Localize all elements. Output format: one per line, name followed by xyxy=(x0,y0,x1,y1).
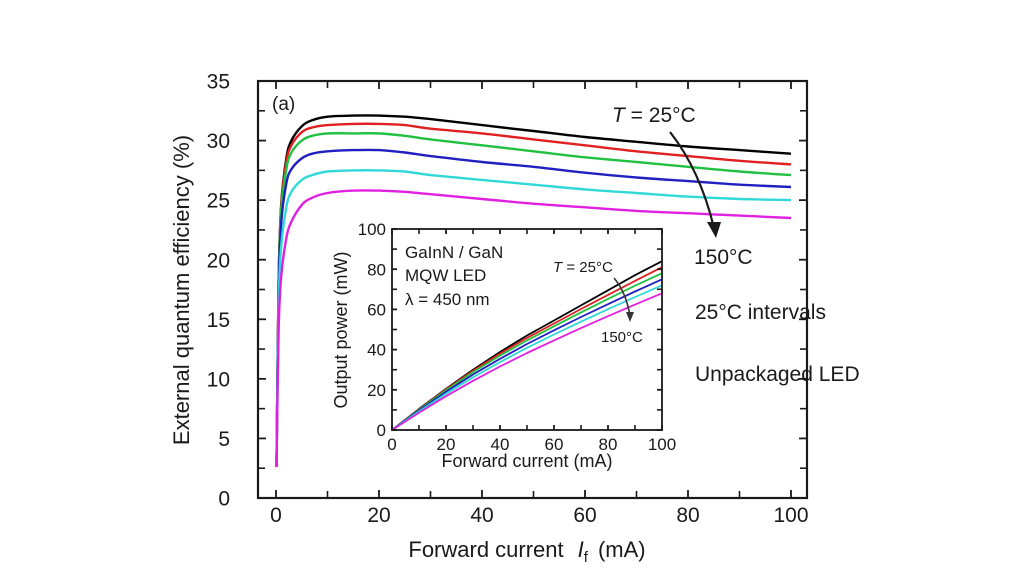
intervals-label: 25°C intervals xyxy=(695,301,826,324)
main-y-tick-label: 25 xyxy=(207,190,230,213)
inset-temp-arrowhead xyxy=(626,312,634,322)
inset-device-line-2: MQW LED xyxy=(405,266,486,285)
inset-series-line-125c xyxy=(391,284,663,431)
main-plot: 0 20 40 60 80 100 0 5 10 15 20 25 30 35 (a) External… xyxy=(169,71,860,566)
main-temp-arrowhead xyxy=(707,222,721,238)
inset-y-ticks: 0 20 40 60 80 100 xyxy=(358,220,662,440)
main-temp-arrow xyxy=(669,131,716,229)
temp-symbol: T xyxy=(612,104,627,127)
main-y-tick-label: 35 xyxy=(207,71,230,94)
inset-y-tick-label: 20 xyxy=(367,381,386,400)
inset-temp-start-value: = 25°C xyxy=(562,259,613,276)
main-y-tick-label: 5 xyxy=(218,428,230,451)
temp-start-value: = 25°C xyxy=(625,104,696,127)
inset-y-axis-label: Output power (mW) xyxy=(331,251,351,408)
main-y-tick-label: 30 xyxy=(207,130,230,153)
inset-x-axis-label: Forward current (mA) xyxy=(441,451,612,471)
main-temp-end-label: 150°C xyxy=(694,246,753,269)
main-x-tick-label: 40 xyxy=(470,504,493,527)
inset-y-tick-label: 100 xyxy=(358,220,386,239)
main-x-tick-label: 60 xyxy=(573,504,596,527)
inset-temp-symbol: T xyxy=(553,259,564,276)
inset-plot: 0 20 40 60 80 100 0 20 40 60 80 100 Output power (… xyxy=(331,220,676,471)
main-x-tick-label: 80 xyxy=(676,504,699,527)
inset-x-tick-label: 0 xyxy=(387,435,396,454)
main-x-axis-label: Forward current If (mA) xyxy=(408,537,645,566)
main-y-tick-label: 10 xyxy=(207,368,230,391)
main-y-tick-label: 0 xyxy=(218,488,230,511)
package-label: Unpackaged LED xyxy=(695,363,860,386)
inset-temp-start-label: T = 25°C xyxy=(553,259,613,276)
inset-device-line-3: λ = 450 nm xyxy=(405,290,490,309)
inset-y-tick-label: 80 xyxy=(367,260,386,279)
inset-temp-end-label: 150°C xyxy=(601,329,643,346)
inset-series-line-75c xyxy=(391,272,663,431)
main-series-line-150c xyxy=(275,189,792,468)
x-label-text: Forward current xyxy=(408,537,563,562)
inset-x-tick-label: 20 xyxy=(437,435,456,454)
inset-y-tick-label: 40 xyxy=(367,341,386,360)
main-series-line-100c xyxy=(275,148,792,468)
main-series-group xyxy=(275,114,792,468)
inset-x-tick-label: 40 xyxy=(491,435,510,454)
inset-x-tick-label: 80 xyxy=(599,435,618,454)
x-label-unit: (mA) xyxy=(598,537,646,562)
main-x-tick-label: 20 xyxy=(367,504,390,527)
inset-y-tick-label: 0 xyxy=(377,421,386,440)
main-x-tick-label: 0 xyxy=(270,504,282,527)
inset-y-tick-label: 60 xyxy=(367,301,386,320)
inset-x-tick-label: 60 xyxy=(545,435,564,454)
main-temp-start-label: T = 25°C xyxy=(612,104,696,127)
main-y-tick-label: 20 xyxy=(207,249,230,272)
x-label-subscript: f xyxy=(584,549,589,566)
main-y-tick-label: 15 xyxy=(207,309,230,332)
main-series-line-75c xyxy=(275,132,792,468)
inset-x-tick-label: 100 xyxy=(648,435,676,454)
main-x-ticks: 0 20 40 60 80 100 xyxy=(270,81,809,527)
main-y-axis-label: External quantum efficiency (%) xyxy=(169,135,194,445)
inset-series-group xyxy=(391,260,663,431)
inset-series-line-100c xyxy=(391,278,663,431)
inset-series-line-150c xyxy=(391,292,663,431)
main-series-line-125c xyxy=(275,169,792,468)
main-x-tick-label: 100 xyxy=(773,504,808,527)
main-y-ticks: 0 5 10 15 20 25 30 35 xyxy=(207,71,807,511)
x-label-symbol: I xyxy=(578,537,584,562)
panel-label: (a) xyxy=(272,94,295,115)
inset-device-line-1: GaInN / GaN xyxy=(405,243,503,262)
